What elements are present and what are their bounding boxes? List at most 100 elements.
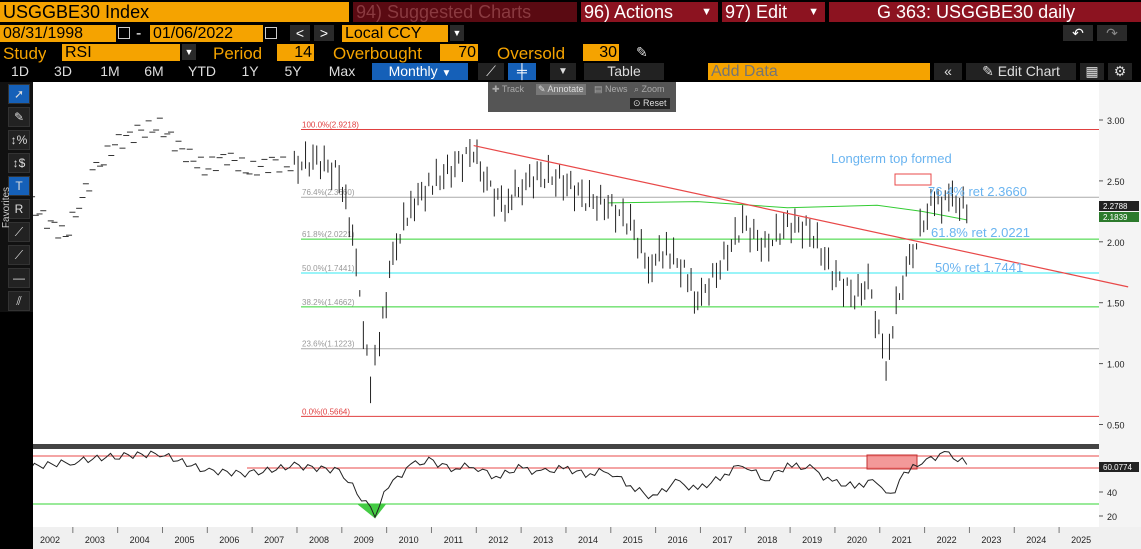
rsi-overbought-zone — [866, 454, 918, 470]
prev-period-button[interactable]: < — [290, 25, 310, 41]
edit-menu[interactable]: 97) Edit ▼ — [722, 2, 825, 22]
news-label: News — [605, 84, 628, 94]
table-button[interactable]: Table — [584, 63, 664, 80]
last-price-tag — [1099, 201, 1139, 211]
ticker-field[interactable]: USGGBE30 Index — [0, 2, 349, 22]
y-tick-label: 3.00 — [1107, 116, 1125, 126]
edit-label: 97) Edit — [725, 2, 788, 22]
retracement-tool-icon[interactable]: R — [8, 199, 30, 219]
gear-icon[interactable]: ⚙ — [1108, 63, 1132, 80]
calendar-icon[interactable] — [265, 27, 277, 39]
fib-level-label: 0.0%(0.5664) — [302, 407, 350, 416]
range-1y[interactable]: 1Y — [241, 63, 259, 79]
chart-settings-icon[interactable]: ▦ — [1080, 63, 1104, 80]
title-bar: USGGBE30 Index 94) Suggested Charts 96) … — [0, 2, 1141, 22]
fib-level-label: 100.0%(2.9218) — [302, 121, 359, 130]
zoom-button[interactable]: ⌕ Zoom — [634, 84, 665, 94]
channel-tool-icon[interactable]: ⫽ — [8, 291, 30, 311]
chevron-down-icon: ▼ — [808, 6, 819, 18]
x-tick-label: 2023 — [981, 535, 1001, 545]
period-label: Period — [213, 44, 263, 63]
x-tick-label: 2020 — [847, 535, 867, 545]
pointer-tool-icon[interactable]: ➚ — [8, 84, 30, 104]
range-5y[interactable]: 5Y — [284, 63, 302, 79]
overbought-input[interactable]: 70 — [440, 44, 478, 61]
y-axis-panel — [1099, 82, 1141, 527]
edit-chart-label: Edit Chart — [997, 63, 1060, 79]
date-row: 08/31/1998 - 01/06/2022 < > Local CCY ▼ … — [0, 25, 1141, 43]
annotation-label: 61.8% ret 2.0221 — [931, 225, 1030, 240]
edit-chart-button[interactable]: ✎ Edit Chart — [966, 63, 1076, 80]
rsi-y-tick-label: 40 — [1107, 488, 1117, 498]
range-1d[interactable]: 1D — [11, 63, 29, 79]
text-tool-icon[interactable]: T — [8, 176, 30, 196]
rsi-line — [33, 450, 968, 519]
chart-title: G 363: USGGBE30 daily — [829, 2, 1141, 22]
actions-menu[interactable]: 96) Actions ▼ — [581, 2, 718, 22]
chevron-down-icon[interactable]: ▼ — [550, 63, 576, 80]
bar-chart-icon[interactable]: ╪ — [508, 63, 536, 80]
line-chart-icon[interactable]: ⟋ — [478, 63, 504, 80]
study-row: Study RSI ▼ Period 14 Overbought 70 Over… — [0, 44, 1141, 63]
x-tick-label: 2008 — [309, 535, 329, 545]
end-date-field[interactable]: 01/06/2022 — [150, 25, 263, 42]
fib-level-label: 23.6%(1.1223) — [302, 340, 355, 349]
tool-sidebar: ➚ ✎ ↕% ↕$ T R ⟋ ⟋ — ⫽ Favorites — [0, 82, 33, 312]
range-1m[interactable]: 1M — [100, 63, 120, 79]
study-select[interactable]: RSI — [62, 44, 180, 61]
chart-background — [33, 82, 1141, 549]
chevron-down-icon[interactable]: ▼ — [450, 25, 464, 41]
x-tick-label: 2019 — [802, 535, 822, 545]
x-tick-label: 2013 — [533, 535, 553, 545]
range-6m[interactable]: 6M — [144, 63, 164, 79]
oversold-input[interactable]: 30 — [583, 44, 619, 61]
resistance-trendline — [473, 144, 1129, 288]
oversold-label: Oversold — [497, 44, 566, 63]
pen-tool-icon[interactable]: ✎ — [8, 107, 30, 127]
horizontal-line-icon[interactable]: — — [8, 268, 30, 288]
start-date-field[interactable]: 08/31/1998 — [0, 25, 116, 42]
chevron-down-icon: ▼ — [701, 6, 712, 18]
top-formed-box — [894, 173, 932, 186]
rsi-last-tag — [1099, 462, 1139, 472]
collapse-icon[interactable]: « — [934, 63, 962, 80]
reset-button[interactable]: ⊙ Reset — [630, 98, 670, 109]
pencil-icon[interactable]: ✎ — [636, 44, 648, 60]
percent-tool-icon[interactable]: ↕% — [8, 130, 30, 150]
ma-price-tag — [1099, 212, 1139, 222]
annotate-button[interactable]: ✎ Annotate — [536, 84, 586, 95]
suggested-charts-button[interactable]: 94) Suggested Charts — [353, 2, 577, 22]
add-data-input[interactable] — [708, 63, 930, 80]
x-tick-label: 2004 — [130, 535, 150, 545]
ma-price-label: 2.1839 — [1103, 213, 1128, 222]
x-tick-label: 2003 — [85, 535, 105, 545]
fib-level-label: 38.2%(1.4662) — [302, 298, 355, 307]
next-period-button[interactable]: > — [314, 25, 334, 41]
annotation-label: 50% ret 1.7441 — [935, 260, 1023, 275]
x-tick-label: 2015 — [623, 535, 643, 545]
currency-select[interactable]: Local CCY — [342, 25, 448, 42]
range-3d[interactable]: 3D — [54, 63, 72, 79]
x-tick-label: 2009 — [354, 535, 374, 545]
favorites-tab[interactable]: Favorites — [1, 186, 13, 229]
x-tick-label: 2002 — [40, 535, 60, 545]
frequency-select[interactable]: Monthly ▼ — [372, 63, 468, 80]
x-tick-label: 2011 — [444, 535, 463, 545]
redo-icon[interactable]: ↷ — [1097, 25, 1127, 41]
fib-level-label: 76.4%(2.3660) — [302, 188, 355, 197]
calendar-icon[interactable] — [118, 27, 130, 39]
ray-tool-icon[interactable]: ⟋ — [8, 245, 30, 265]
range-ytd[interactable]: YTD — [188, 63, 216, 79]
x-axis-panel — [33, 527, 1141, 549]
news-button[interactable]: ▤ News — [594, 84, 628, 94]
y-tick-label: 2.50 — [1107, 177, 1125, 187]
track-button[interactable]: ✚ Track — [492, 84, 525, 94]
chevron-down-icon[interactable]: ▼ — [182, 44, 196, 60]
range-max[interactable]: Max — [328, 63, 356, 79]
undo-icon[interactable]: ↶ — [1063, 25, 1093, 41]
period-input[interactable]: 14 — [277, 44, 314, 61]
rsi-y-tick-label: 20 — [1107, 512, 1117, 522]
pane-divider[interactable] — [33, 444, 1141, 449]
trendline-tool-icon[interactable]: ⟋ — [8, 222, 30, 242]
price-tool-icon[interactable]: ↕$ — [8, 153, 30, 173]
